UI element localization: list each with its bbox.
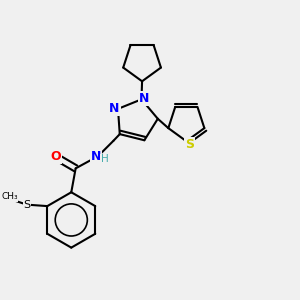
Text: N: N — [109, 102, 120, 115]
Text: N: N — [139, 92, 150, 105]
Text: S: S — [185, 138, 194, 151]
Text: CH₃: CH₃ — [1, 192, 18, 201]
Text: H: H — [101, 154, 109, 164]
Text: S: S — [23, 200, 31, 210]
Text: N: N — [91, 150, 101, 163]
Text: O: O — [50, 150, 61, 163]
